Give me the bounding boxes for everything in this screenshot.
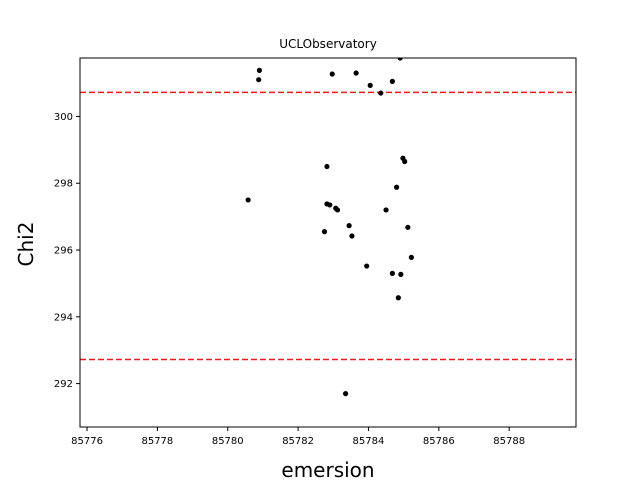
y-tick-label: 292	[54, 379, 73, 390]
data-point	[383, 207, 389, 213]
data-point	[364, 263, 370, 269]
x-tick-label: 85784	[353, 436, 385, 447]
data-point	[389, 78, 395, 84]
axis-ticks: 85776 85778 85780 85782 85784 85786 85788 292 29…	[54, 112, 525, 447]
data-point	[393, 184, 400, 190]
x-axis-label: emersion	[281, 458, 374, 480]
data-point	[405, 224, 411, 230]
data-point	[389, 270, 395, 276]
y-tick-label: 300	[54, 112, 73, 123]
x-tick-label: 85786	[423, 436, 455, 447]
data-point	[321, 229, 328, 235]
y-tick-label: 298	[54, 179, 73, 190]
y-axis-label: Chi2	[14, 222, 38, 267]
x-tick-label: 85780	[212, 436, 244, 447]
data-point	[398, 271, 404, 277]
data-point	[334, 207, 341, 213]
data-point	[395, 295, 401, 301]
data-point	[367, 82, 373, 88]
data-point	[256, 67, 263, 73]
data-point	[245, 197, 251, 203]
chart-title: UCLObservatory	[279, 37, 377, 51]
data-point	[329, 71, 335, 77]
data-point	[346, 223, 352, 229]
y-tick-label: 294	[54, 312, 73, 323]
plot-frame	[79, 57, 577, 428]
data-point	[408, 254, 414, 260]
y-tick-label: 296	[54, 246, 73, 257]
data-point	[324, 163, 330, 170]
data-point	[402, 158, 408, 165]
data-point	[378, 90, 384, 96]
data-point	[256, 77, 262, 83]
data-point	[349, 233, 355, 239]
plot-area	[80, 58, 576, 397]
data-point	[397, 58, 403, 61]
x-tick-label: 85778	[141, 436, 173, 447]
data-point	[342, 391, 349, 397]
data-point	[327, 202, 333, 208]
x-tick-label: 85776	[71, 436, 103, 447]
x-tick-label: 85788	[493, 436, 525, 447]
x-tick-label: 85782	[282, 436, 314, 447]
data-point	[353, 70, 359, 76]
